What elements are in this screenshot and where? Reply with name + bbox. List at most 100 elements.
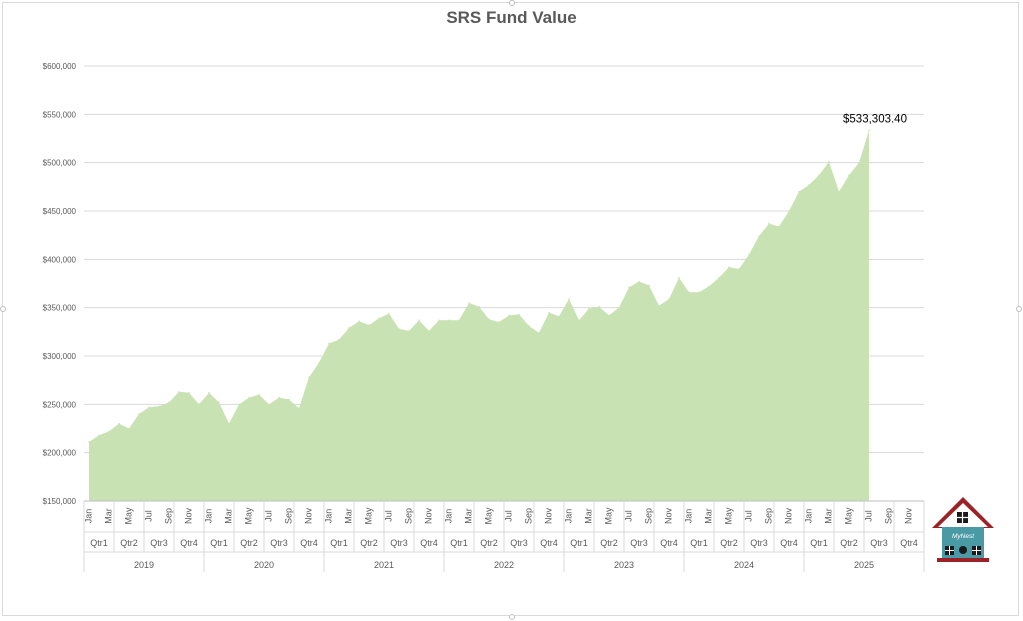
data-point-28 xyxy=(368,324,370,326)
month-label: Jul xyxy=(743,510,753,522)
month-label: Jan xyxy=(443,509,453,524)
data-point-77 xyxy=(858,161,860,164)
resize-handle-right[interactable] xyxy=(1016,306,1022,312)
data-point-67 xyxy=(758,235,760,237)
data-point-32 xyxy=(408,330,410,332)
data-point-14 xyxy=(228,422,230,425)
data-point-25 xyxy=(338,338,340,341)
y-tick-label: $500,000 xyxy=(43,159,77,168)
month-label: Mar xyxy=(103,508,113,524)
data-point-0 xyxy=(88,441,90,443)
quarter-label: Qtr1 xyxy=(210,538,228,548)
quarter-label: Qtr2 xyxy=(600,538,618,548)
data-point-53 xyxy=(618,306,620,309)
month-label: Sep xyxy=(763,508,773,524)
month-label: Jan xyxy=(203,509,213,524)
month-label: Sep xyxy=(163,508,173,524)
data-point-15 xyxy=(238,403,240,406)
resize-handle-left[interactable] xyxy=(0,306,6,312)
data-point-54 xyxy=(628,286,630,289)
data-point-45 xyxy=(538,332,540,334)
data-point-36 xyxy=(448,319,450,322)
month-label: Jul xyxy=(263,510,273,522)
x-axis-labels: Jan Mar May Jul Sep Nov Jan Mar May Jul Sep Nov Jan M… xyxy=(83,507,917,570)
data-point-47 xyxy=(558,315,560,318)
data-point-74 xyxy=(828,160,830,163)
chart-title: SRS Fund Value xyxy=(446,8,577,27)
quarter-label: Qtr1 xyxy=(90,538,108,548)
data-point-1 xyxy=(98,434,100,437)
data-point-40 xyxy=(488,318,490,321)
quarter-label: Qtr2 xyxy=(480,538,498,548)
quarter-label: Qtr2 xyxy=(120,538,138,548)
month-label: Nov xyxy=(303,508,313,525)
year-label: 2022 xyxy=(494,560,514,570)
data-point-30 xyxy=(388,312,390,315)
quarter-label: Qtr3 xyxy=(870,538,888,548)
data-point-73 xyxy=(818,174,820,177)
y-tick-label: $350,000 xyxy=(43,304,77,313)
month-label: May xyxy=(123,507,133,525)
quarter-label: Qtr4 xyxy=(300,538,318,548)
data-point-65 xyxy=(738,268,740,270)
data-point-63 xyxy=(718,276,720,279)
data-point-33 xyxy=(418,319,420,322)
month-label: Nov xyxy=(543,508,553,525)
month-label: May xyxy=(723,507,733,525)
quarter-label: Qtr1 xyxy=(570,538,588,548)
data-point-34 xyxy=(428,330,430,332)
month-label: May xyxy=(483,507,493,525)
area-series xyxy=(89,130,869,501)
year-label: 2021 xyxy=(374,560,394,570)
resize-handle-bottom[interactable] xyxy=(509,614,515,620)
quarter-label: Qtr4 xyxy=(900,538,918,548)
month-label: Mar xyxy=(703,508,713,524)
quarter-label: Qtr4 xyxy=(780,538,798,548)
month-label: Nov xyxy=(183,508,193,525)
data-point-76 xyxy=(848,174,850,177)
month-label: Nov xyxy=(783,508,793,525)
y-tick-label: $300,000 xyxy=(43,352,77,361)
data-point-66 xyxy=(748,253,750,256)
y-tick-label: $400,000 xyxy=(43,255,77,264)
quarter-label: Qtr2 xyxy=(240,538,258,548)
data-point-11 xyxy=(198,403,200,406)
month-label: Sep xyxy=(883,508,893,524)
month-label: Jan xyxy=(803,509,813,524)
quarter-label: Qtr1 xyxy=(810,538,828,548)
last-value-label: $533,303.40 xyxy=(843,113,907,125)
quarter-label: Qtr2 xyxy=(840,538,858,548)
data-point-18 xyxy=(268,403,270,406)
resize-handle-top[interactable] xyxy=(509,0,515,6)
data-point-71 xyxy=(798,190,800,193)
quarter-label: Qtr3 xyxy=(270,538,288,548)
data-point-37 xyxy=(458,319,460,322)
year-label: 2025 xyxy=(854,560,874,570)
month-label: Sep xyxy=(523,508,533,524)
year-label: 2024 xyxy=(734,560,754,570)
data-point-5 xyxy=(138,413,140,415)
month-label: Sep xyxy=(283,508,293,524)
y-tick-label: $550,000 xyxy=(43,110,77,119)
data-point-38 xyxy=(468,302,470,304)
data-point-16 xyxy=(248,396,250,399)
quarter-label: Qtr1 xyxy=(690,538,708,548)
y-tick-label: $150,000 xyxy=(43,497,77,506)
data-point-9 xyxy=(178,390,180,393)
area-layer xyxy=(88,129,870,501)
data-point-8 xyxy=(168,401,170,404)
month-label: Jul xyxy=(863,510,873,522)
data-point-62 xyxy=(708,285,710,288)
data-point-59 xyxy=(678,276,680,279)
data-point-55 xyxy=(638,280,640,283)
month-label: Sep xyxy=(403,508,413,524)
data-point-70 xyxy=(788,210,790,212)
logo-text: MyNest xyxy=(952,533,975,540)
month-label: Mar xyxy=(343,508,353,524)
y-tick-label: $450,000 xyxy=(43,207,77,216)
month-label: Jan xyxy=(323,509,333,524)
quarter-label: Qtr4 xyxy=(540,538,558,548)
mynest-logo: MyNest xyxy=(932,497,994,562)
data-point-17 xyxy=(258,393,260,396)
